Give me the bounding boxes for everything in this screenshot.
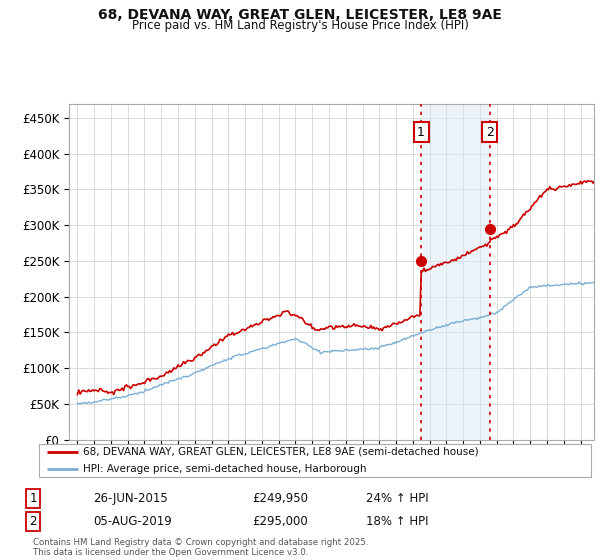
Text: HPI: Average price, semi-detached house, Harborough: HPI: Average price, semi-detached house,…: [83, 464, 367, 474]
Text: 68, DEVANA WAY, GREAT GLEN, LEICESTER, LE8 9AE (semi-detached house): 68, DEVANA WAY, GREAT GLEN, LEICESTER, L…: [83, 447, 479, 457]
Text: £249,950: £249,950: [252, 492, 308, 505]
Text: 68, DEVANA WAY, GREAT GLEN, LEICESTER, LE8 9AE: 68, DEVANA WAY, GREAT GLEN, LEICESTER, L…: [98, 8, 502, 22]
Text: Price paid vs. HM Land Registry's House Price Index (HPI): Price paid vs. HM Land Registry's House …: [131, 19, 469, 32]
Text: 2: 2: [486, 125, 494, 139]
Text: 1: 1: [29, 492, 37, 505]
Text: 18% ↑ HPI: 18% ↑ HPI: [366, 515, 428, 529]
Text: Contains HM Land Registry data © Crown copyright and database right 2025.
This d: Contains HM Land Registry data © Crown c…: [33, 538, 368, 557]
Text: 2: 2: [29, 515, 37, 529]
Text: 26-JUN-2015: 26-JUN-2015: [93, 492, 168, 505]
Bar: [421, 104, 490, 440]
Text: £295,000: £295,000: [252, 515, 308, 529]
Text: 05-AUG-2019: 05-AUG-2019: [93, 515, 172, 529]
FancyBboxPatch shape: [39, 444, 591, 477]
Text: 1: 1: [417, 125, 425, 139]
Text: 24% ↑ HPI: 24% ↑ HPI: [366, 492, 428, 505]
